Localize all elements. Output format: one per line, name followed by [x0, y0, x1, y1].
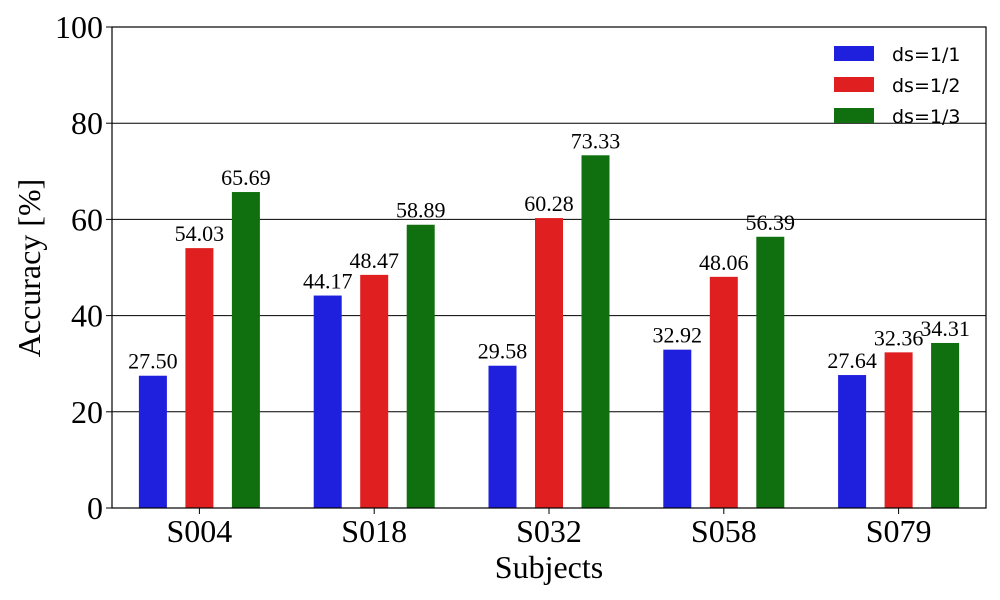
x-tick-label: S004 — [167, 513, 233, 549]
data-label: 27.64 — [827, 348, 877, 373]
bar-ds-1-3-s004 — [231, 192, 260, 508]
legend-swatch — [834, 108, 874, 123]
data-label: 54.03 — [175, 221, 225, 246]
legend: ds=1/1 ds=1/2 ds=1/3 — [834, 44, 960, 128]
bar-ds-1-1-s058 — [663, 349, 692, 508]
data-label: 32.36 — [874, 325, 924, 350]
bars — [138, 155, 960, 508]
bar-ds-1-2-s058 — [709, 276, 738, 508]
y-tick-label: 0 — [87, 490, 103, 526]
data-label: 73.33 — [571, 128, 621, 153]
y-tick-label: 20 — [71, 394, 103, 430]
x-tick-label: S018 — [341, 513, 407, 549]
x-tick-label: S079 — [866, 513, 932, 549]
y-tick-label: 40 — [71, 298, 103, 334]
bar-ds-1-1-s079 — [838, 375, 867, 508]
bar-ds-1-2-s079 — [884, 352, 913, 508]
data-label: 58.89 — [396, 198, 446, 223]
bar-ds-1-3-s032 — [581, 155, 610, 508]
bar-ds-1-1-s004 — [138, 375, 167, 508]
bar-ds-1-2-s018 — [360, 274, 389, 508]
legend-swatch — [834, 77, 874, 92]
bar-ds-1-3-s018 — [406, 224, 435, 508]
data-label: 32.92 — [653, 323, 703, 348]
data-label: 56.39 — [746, 210, 796, 235]
bar-ds-1-1-s018 — [313, 295, 342, 508]
y-axis-ticks: 0 20 40 60 80 100 — [55, 9, 112, 526]
bar-ds-1-3-s058 — [756, 236, 785, 508]
bar-ds-1-1-s032 — [488, 365, 517, 508]
y-tick-label: 60 — [71, 201, 103, 237]
x-tick-label: S032 — [516, 513, 582, 549]
legend-label: ds=1/3 — [892, 106, 960, 128]
x-axis-label: Subjects — [495, 549, 603, 585]
y-axis-label: Accuracy [%] — [11, 179, 47, 358]
data-label: 27.50 — [128, 349, 178, 374]
y-tick-label: 100 — [55, 9, 103, 45]
data-label: 29.58 — [478, 339, 528, 364]
y-tick-label: 80 — [71, 105, 103, 141]
data-label: 48.06 — [699, 250, 749, 275]
bar-ds-1-3-s079 — [931, 342, 960, 508]
data-label: 48.47 — [349, 248, 399, 273]
legend-label: ds=1/2 — [892, 75, 960, 97]
legend-label: ds=1/1 — [892, 44, 960, 66]
legend-swatch — [834, 46, 874, 61]
data-label: 44.17 — [303, 269, 353, 294]
bar-ds-1-2-s032 — [535, 218, 563, 508]
bar-ds-1-2-s004 — [185, 248, 214, 508]
x-tick-label: S058 — [691, 513, 757, 549]
data-label: 60.28 — [524, 191, 574, 216]
data-label: 65.69 — [221, 165, 271, 190]
data-label: 34.31 — [920, 316, 970, 341]
x-axis-ticks: S004 S018 S032 S058 S079 — [167, 508, 932, 549]
